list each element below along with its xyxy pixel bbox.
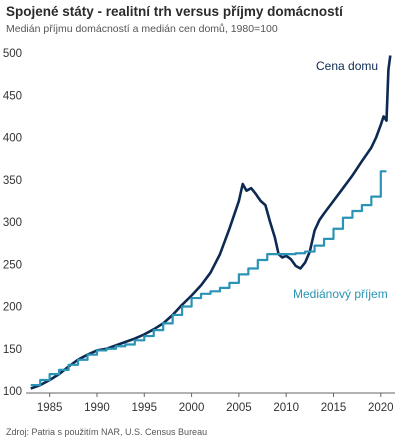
y-tick-label: 100	[3, 386, 22, 398]
x-tick-label: 2020	[368, 402, 394, 414]
x-tick-label: 2015	[321, 402, 347, 414]
x-tick-label: 2000	[179, 402, 205, 414]
house-price-line	[30, 55, 392, 390]
chart-source: Zdroj: Patria s použitím NAR, U.S. Censu…	[6, 427, 208, 437]
chart-subtitle: Medián příjmu domácností a medián cen do…	[6, 23, 278, 35]
x-tick-label: 2010	[273, 402, 299, 414]
chart-title: Spojené státy - realitní trh versus příj…	[6, 4, 343, 19]
median-income-line	[30, 170, 387, 387]
axes: 100 150 200 250 300 350 400 450 500 1985 1990 1995 2…	[3, 48, 395, 414]
x-tick-label: 1990	[84, 402, 110, 414]
y-tick-label: 350	[3, 175, 22, 187]
y-tick-label: 400	[3, 133, 22, 145]
y-tick-label: 200	[3, 302, 22, 314]
y-tick-label: 500	[3, 48, 22, 60]
series-label-income: Mediánový příjem	[293, 287, 388, 301]
series-lines	[30, 55, 392, 390]
series-label-house: Cena domu	[316, 59, 378, 73]
series-labels: Cena domu Mediánový příjem	[293, 59, 388, 301]
x-tick-label: 1985	[37, 402, 63, 414]
y-tick-label: 300	[3, 217, 22, 229]
x-tick-label: 1995	[131, 402, 157, 414]
y-tick-label: 150	[3, 344, 22, 356]
y-tick-label: 450	[3, 90, 22, 102]
y-tick-label: 250	[3, 259, 22, 271]
x-tick-label: 2005	[226, 402, 252, 414]
